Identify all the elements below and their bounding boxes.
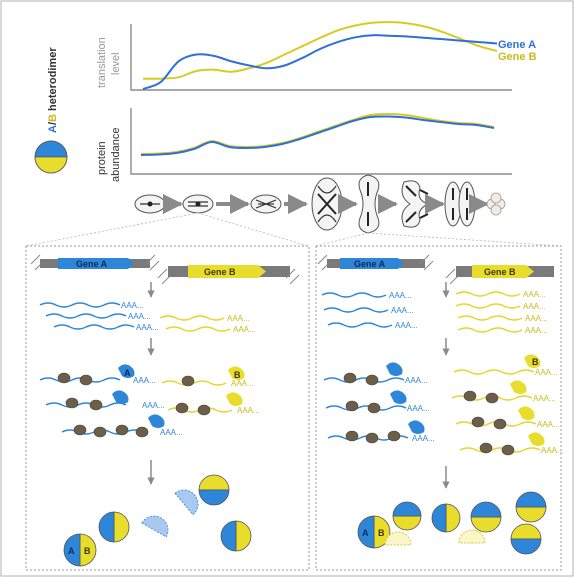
cell-stage-8 [486,192,506,216]
heterodimer-legend: A/B heterodimer [34,47,68,174]
right-gene-b-label: Gene B [484,267,516,277]
guide-right-inner [315,232,369,247]
translation-ylabel-line1: translation [96,37,108,88]
right-polysome-b: B AAA... AAA... AAA... AAA... [451,354,564,456]
left-polysome-label-a: A [124,368,131,378]
right-polysome-tail: AAA... [412,434,435,443]
cell-cycle-strip [134,174,506,234]
right-mrna-a-group: AAA... AAA... AAA... [321,291,418,330]
cell-stage-4 [311,177,343,231]
guide-right-outer [367,232,562,247]
translation-axes [130,24,512,91]
heterodimer-label: A/B heterodimer [47,47,59,133]
abundance-ylabel-line2: abundance [110,128,122,182]
right-dimer-label-b: B [378,528,385,538]
abundance-ylabel-line1: protein [96,141,108,175]
left-polysome-tail-b: AAA... [237,406,260,415]
left-gene-b: Gene B [157,265,300,285]
right-polysome-tail-b: AAA... [535,368,558,377]
right-polysome-tail-b: AAA... [533,394,556,403]
right-polysome-tail: AAA... [405,376,428,385]
left-dimer-label-b: B [84,546,91,556]
guide-left-inner [197,212,309,247]
right-polysome-label-b: B [532,357,539,367]
left-mrna-tail: AAA... [128,312,151,321]
left-mrna-tail-b: AAA... [227,314,250,323]
right-dimer-4 [470,501,502,533]
left-mrna-b-group: AAA... AAA... [159,314,256,334]
right-gene-a: Gene A [317,254,434,271]
right-mrna-tail-b: AAA... [523,302,546,311]
abundance-chart: protein abundance [96,108,512,182]
left-dimer-label-a: A [68,546,75,556]
left-polysome-tail: AAA... [160,428,183,437]
left-dimer-4 [198,474,230,506]
left-polysome-tail-b: AAA... [231,379,254,388]
left-dimer-3 [220,520,252,552]
right-gene-a-label: Gene A [354,259,386,269]
right-monomer-ghost [384,529,486,546]
right-gene-b: Gene B [445,265,554,285]
right-polysome-tail-b: AAA... [537,420,560,429]
left-polysome-a: A AAA... AAA... AAA... [39,364,183,438]
right-mrna-tail-b: AAA... [525,326,548,335]
heterodimer-icon [34,140,68,174]
right-dimer-6 [510,523,542,555]
left-mrna-tail-b: AAA... [233,325,256,334]
left-polysome-b: B AAA... AAA... [161,366,260,416]
translation-ylabel-line2: level [110,52,122,75]
right-mrna-b-group: AAA... AAA... AAA... AAA... [455,290,548,335]
right-mrna-tail-b: AAA... [525,314,548,323]
cell-stage-5 [358,174,380,234]
left-monomer-ghost [141,489,199,538]
cell-stage-7 [444,181,476,227]
abundance-line-gene-a [140,115,495,156]
left-panel-frame [25,245,310,571]
right-mrna-tail: AAA... [391,306,414,315]
left-dimer-labeled: A B [63,533,97,567]
right-mrna-tail-b: AAA... [523,290,546,299]
right-polysome-tail-b: AAA... [541,446,564,455]
left-mrna-a-group: AAA... AAA... AAA... [39,301,159,332]
left-polysome-tail: AAA... [142,401,165,410]
abundance-axes [130,108,512,175]
cell-stage-2 [182,194,214,214]
cell-stage-3 [250,194,282,214]
translation-line-gene-b [142,21,498,80]
right-mrna-tail: AAA... [395,321,418,330]
legend-gene-b: Gene B [498,51,537,63]
translation-line-gene-a [142,34,498,90]
right-mrna-tail: AAA... [389,291,412,300]
left-gene-b-label: Gene B [204,267,236,277]
guide-left-outer [25,212,199,247]
left-polysome-label-b: B [234,370,241,380]
right-polysome-a: AAA... AAA... AAA... [323,362,435,444]
left-gene-a: Gene A [30,254,160,271]
right-dimer-3 [431,503,461,533]
cell-stage-6 [401,180,430,228]
right-dimer-2 [392,501,422,531]
left-gene-a-label: Gene A [76,259,108,269]
right-panel: Gene A Gene B AAA... AAA... AAA... AAA..… [315,245,564,571]
right-polysome-tail: AAA... [407,404,430,413]
right-panel-frame [315,245,562,571]
right-dimer-label-a: A [362,528,369,538]
cell-stage-1 [134,194,166,214]
left-mrna-tail: AAA... [136,323,159,332]
translation-chart: translation level Gene A Gene B [96,21,537,91]
left-dimer-2 [98,511,130,543]
left-polysome-tail: AAA... [133,376,156,385]
left-panel: Gene A Gene B AAA... AAA... AAA... AAA. [25,245,310,571]
right-dimer-5 [515,491,547,523]
legend-gene-a: Gene A [498,39,536,51]
left-mrna-tail: AAA... [121,301,144,310]
